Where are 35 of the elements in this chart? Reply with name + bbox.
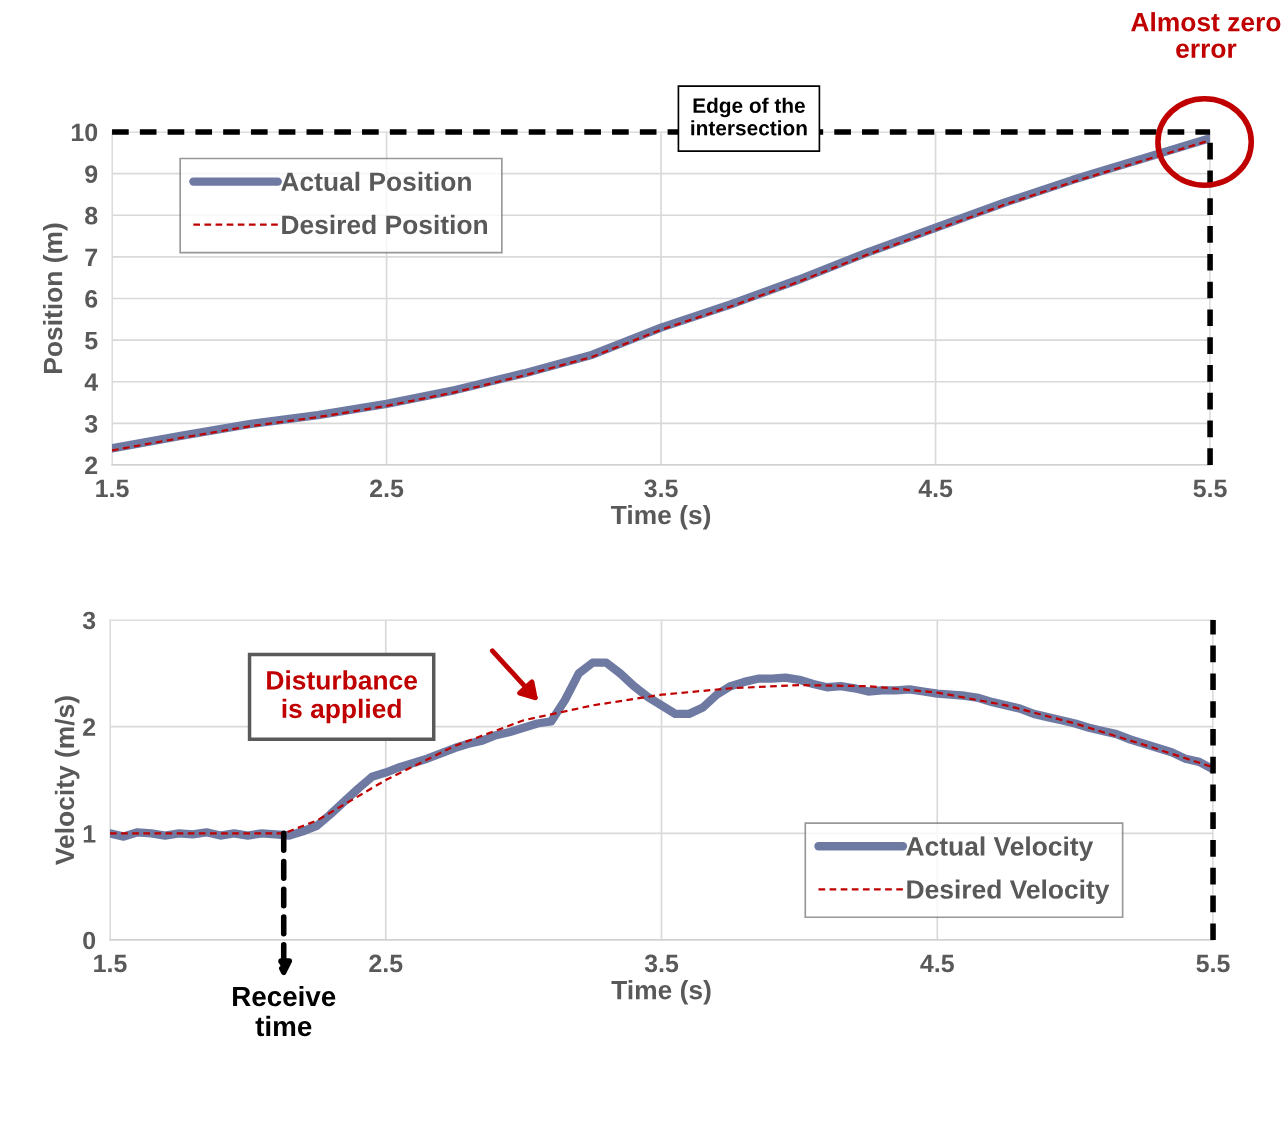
annotation: Receive time (233, 985, 336, 1037)
annotation: Disturbance is applied (267, 670, 417, 724)
legend-label: Actual Velocity (906, 836, 1094, 861)
x-tick-label: 2.5 (370, 479, 404, 498)
x-axis-title: Time (s) (611, 980, 711, 1005)
legend-label: Desired Position (282, 214, 488, 235)
y-tick-label: 5 (85, 331, 98, 350)
x-tick-label: 1.5 (96, 479, 129, 498)
y-tick-label: 8 (85, 206, 98, 225)
x-tick-label: 3.5 (644, 479, 678, 498)
x-tick-label: 1.5 (94, 954, 127, 973)
x-tick-label: 4.5 (918, 479, 953, 498)
x-tick-label: 4.5 (920, 954, 954, 973)
y-tick-label: 10 (71, 123, 98, 142)
y-axis-title: Position (m) (42, 223, 68, 373)
x-tick-label: 5.5 (1196, 954, 1230, 973)
y-tick-label: 9 (85, 165, 98, 183)
y-tick-label: 6 (85, 290, 98, 308)
y-tick-label: 1 (83, 825, 96, 843)
y-tick-label: 4 (84, 373, 99, 391)
y-axis-title: Velocity (m/s) (54, 696, 80, 865)
text: Almost zero error (1131, 12, 1281, 58)
x-tick-label: 5.5 (1193, 479, 1227, 498)
y-tick-label: 0 (83, 931, 96, 950)
x-axis-title: Time (s) (611, 504, 711, 530)
y-tick-label: 7 (85, 248, 98, 266)
legend-label: Desired Velocity (907, 879, 1110, 905)
y-tick-label: 3 (84, 414, 98, 433)
x-tick-label: 2.5 (369, 954, 403, 973)
legend-label: Actual Position (281, 171, 471, 192)
y-tick-label: 2 (83, 718, 96, 736)
y-tick-label: 3 (82, 611, 96, 630)
x-tick-label: 3.5 (644, 954, 679, 973)
y-tick-label: 2 (85, 456, 98, 475)
annotation: Edge of the intersection (691, 97, 807, 136)
